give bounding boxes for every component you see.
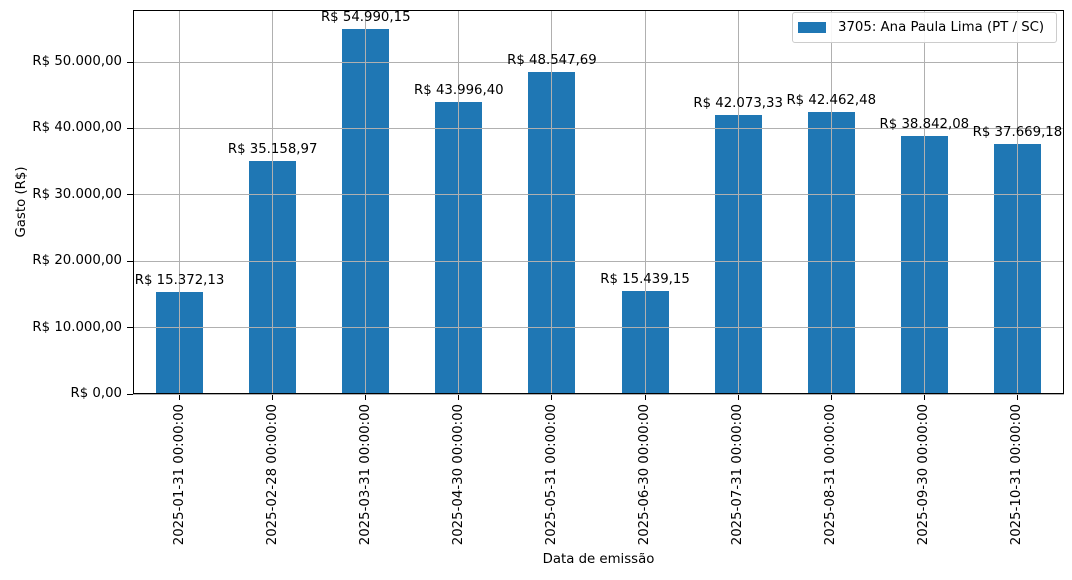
x-gridline xyxy=(737,10,739,394)
x-gridline xyxy=(830,10,832,394)
x-tick-label: 2025-08-31 00:00:00 xyxy=(823,404,839,546)
x-gridline xyxy=(1016,10,1018,394)
x-gridline xyxy=(551,10,553,394)
y-gridline xyxy=(133,260,1064,262)
x-tick-label: 2025-07-31 00:00:00 xyxy=(730,404,746,546)
x-axis-title: Data de emissão xyxy=(542,552,655,567)
x-tick-label: 2025-10-31 00:00:00 xyxy=(1009,404,1025,546)
bar xyxy=(900,136,948,394)
bar xyxy=(342,28,390,394)
x-tick-label: 2025-06-30 00:00:00 xyxy=(637,404,653,546)
x-tick-label: 2025-02-28 00:00:00 xyxy=(264,404,280,546)
bar xyxy=(807,112,855,394)
x-tick-label: 2025-05-31 00:00:00 xyxy=(543,404,559,546)
bar xyxy=(156,291,204,394)
bar-value-label: R$ 37.669,18 xyxy=(972,124,1063,140)
bar-value-label: R$ 42.462,48 xyxy=(786,93,877,109)
bar xyxy=(993,143,1041,394)
x-tick-mark xyxy=(1016,395,1018,400)
bar xyxy=(621,291,669,394)
x-tick-mark xyxy=(365,395,367,400)
bar xyxy=(528,71,576,394)
x-tick-label: 2025-09-30 00:00:00 xyxy=(916,404,932,546)
y-gridline xyxy=(133,127,1064,129)
y-tick-mark xyxy=(127,393,133,395)
bar-value-label: R$ 48.547,69 xyxy=(507,52,597,68)
bar-value-label: R$ 54.990,15 xyxy=(320,9,411,25)
bar xyxy=(714,114,762,394)
bar-value-label: R$ 43.996,40 xyxy=(414,82,504,98)
x-tick-label: 2025-03-31 00:00:00 xyxy=(357,404,373,546)
y-tick-mark xyxy=(127,61,133,63)
y-tick-label: R$ 40.000,00 xyxy=(32,120,122,136)
x-tick-mark xyxy=(923,395,925,400)
y-gridline xyxy=(133,61,1064,63)
x-tick-label: 2025-04-30 00:00:00 xyxy=(450,404,466,546)
y-tick-mark xyxy=(127,194,133,196)
legend-swatch xyxy=(798,22,826,33)
y-tick-label: R$ 20.000,00 xyxy=(32,253,122,269)
x-gridline xyxy=(179,10,181,394)
bar xyxy=(435,101,483,394)
x-tick-mark xyxy=(272,395,274,400)
bar-value-label: R$ 35.158,97 xyxy=(227,141,318,157)
plot-area xyxy=(133,10,1064,394)
y-tick-label: R$ 0,00 xyxy=(70,386,122,401)
bar-value-label: R$ 38.842,08 xyxy=(879,117,970,133)
y-tick-mark xyxy=(127,127,133,129)
legend: 3705: Ana Paula Lima (PT / SC) xyxy=(792,12,1057,43)
bar xyxy=(249,160,297,394)
bar-value-label: R$ 15.372,13 xyxy=(134,272,225,288)
bar-value-label: R$ 15.439,15 xyxy=(600,272,690,288)
y-tick-mark xyxy=(127,260,133,262)
x-tick-label: 2025-01-31 00:00:00 xyxy=(171,404,187,546)
x-gridline xyxy=(644,10,646,394)
x-gridline xyxy=(923,10,925,394)
y-gridline xyxy=(133,194,1064,196)
y-tick-label: R$ 50.000,00 xyxy=(32,54,122,69)
x-tick-mark xyxy=(830,395,832,400)
y-tick-mark xyxy=(127,327,133,329)
x-tick-mark xyxy=(458,395,460,400)
x-gridline xyxy=(365,10,367,394)
x-gridline xyxy=(458,10,460,394)
bar-value-label: R$ 42.073,33 xyxy=(693,95,783,111)
legend-label: 3705: Ana Paula Lima (PT / SC) xyxy=(838,20,1045,35)
y-tick-label: R$ 10.000,00 xyxy=(32,319,122,335)
y-gridline xyxy=(133,393,1064,395)
x-tick-mark xyxy=(179,395,181,400)
x-gridline xyxy=(272,10,274,394)
y-gridline xyxy=(133,327,1064,329)
x-tick-mark xyxy=(551,395,553,400)
x-tick-mark xyxy=(737,395,739,400)
x-tick-mark xyxy=(644,395,646,400)
y-axis-title: Gasto (R$) xyxy=(14,166,29,238)
